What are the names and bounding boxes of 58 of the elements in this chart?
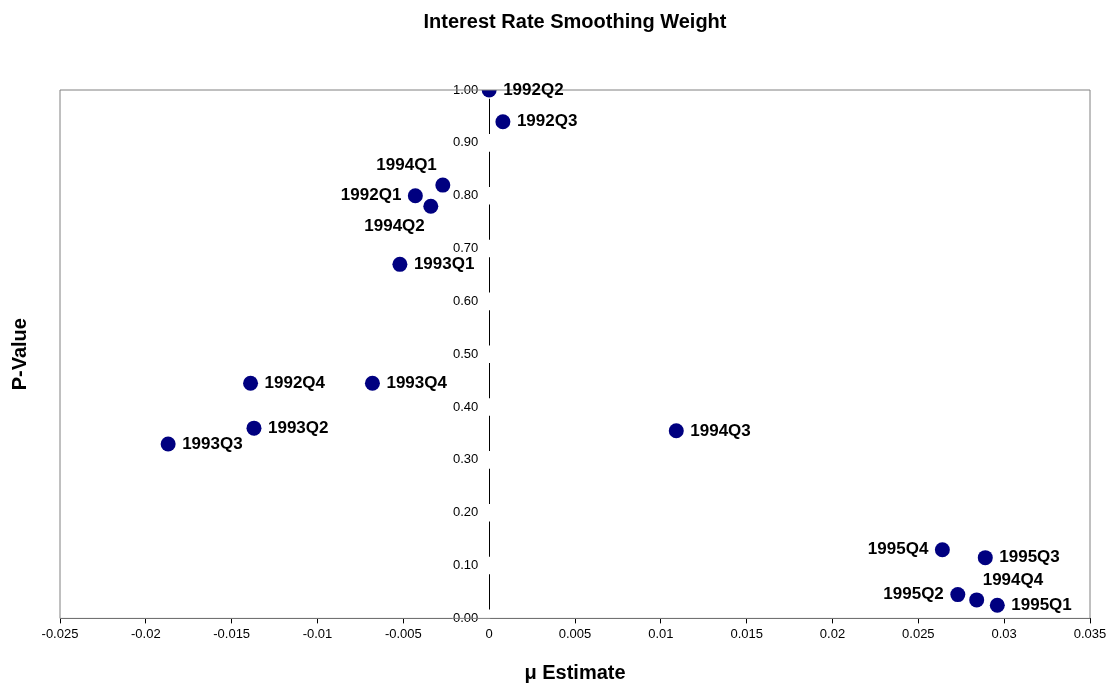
point — [989, 597, 1005, 613]
point — [243, 375, 259, 391]
annotation: 1993Q3 — [182, 433, 243, 453]
x-tick-label: -0.02 — [131, 625, 161, 641]
x-tick-label: 0.02 — [819, 625, 846, 641]
point — [364, 375, 380, 391]
x-tick-label: -0.005 — [384, 625, 422, 641]
point — [977, 550, 993, 566]
y-tick-label: 0.20 — [453, 504, 490, 520]
y-tick-label: 0.00 — [453, 609, 490, 625]
annotation: 1995Q3 — [999, 547, 1060, 567]
x-tick-label: 0 — [485, 625, 493, 641]
y-tick-label: 0.70 — [453, 240, 490, 256]
annotation: 1995Q2 — [883, 584, 944, 604]
y-tick-label: 0.80 — [453, 187, 490, 203]
y-tick-label: 0.50 — [453, 345, 490, 361]
x-axis-title: μ Estimate — [524, 660, 626, 683]
point — [668, 423, 684, 439]
point — [969, 592, 985, 608]
x-tick-label: -0.025 — [41, 625, 79, 641]
y-tick-label: 1.00 — [453, 81, 490, 97]
point — [246, 420, 262, 436]
y-tick-label: 0.10 — [453, 557, 490, 573]
annotation: 1994Q3 — [690, 420, 751, 440]
point — [407, 188, 423, 204]
annotation: 1995Q4 — [867, 539, 929, 559]
point — [435, 177, 451, 193]
x-tick-label: 0.015 — [730, 625, 763, 641]
annotation: 1992Q4 — [264, 372, 326, 392]
point — [160, 436, 176, 452]
x-tick-label: -0.015 — [213, 625, 251, 641]
annotation: 1994Q2 — [364, 215, 425, 235]
annotation: 1992Q2 — [503, 79, 564, 99]
point — [392, 256, 408, 272]
x-tick-label: 0.025 — [902, 625, 935, 641]
point — [950, 587, 966, 603]
annotation: 1993Q2 — [267, 417, 329, 437]
x-tick-label: 0.03 — [991, 625, 1017, 641]
annotation: 1993Q4 — [386, 372, 448, 392]
x-tick-label: -0.01 — [302, 625, 333, 641]
x-tick-label: 0.01 — [648, 625, 674, 641]
y-tick-label: 0.60 — [453, 292, 490, 308]
annotation: 1995Q1 — [1011, 594, 1072, 614]
x-tick-label: 0.035 — [1073, 625, 1107, 641]
annotation: 1992Q3 — [516, 111, 578, 131]
point — [423, 198, 439, 214]
y-tick-label: 0.40 — [453, 398, 490, 414]
annotation: 1994Q1 — [376, 154, 437, 174]
x-tick-label: 0.005 — [558, 625, 592, 641]
y-axis-title: P-Value — [7, 318, 30, 391]
chart-title: Interest Rate Smoothing Weight — [423, 9, 727, 32]
annotation: 1994Q4 — [982, 569, 1044, 589]
y-tick-label: 0.90 — [453, 134, 490, 150]
annotation: 1992Q1 — [340, 185, 402, 205]
annotation: 1993Q1 — [413, 254, 475, 274]
y-tick-label: 0.30 — [453, 451, 490, 467]
point — [495, 114, 511, 130]
point — [934, 542, 950, 558]
